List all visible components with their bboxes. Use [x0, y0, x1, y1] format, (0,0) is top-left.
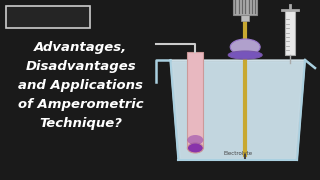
Ellipse shape: [230, 39, 260, 55]
Bar: [241, 15, 249, 21]
Ellipse shape: [187, 143, 203, 153]
Bar: [187, 52, 203, 148]
Text: Disadvantages: Disadvantages: [25, 60, 136, 73]
Bar: [233, 0, 257, 15]
FancyBboxPatch shape: [6, 6, 90, 28]
Text: of Amperometric: of Amperometric: [18, 98, 143, 111]
Bar: [285, 10, 295, 55]
Text: Electrolyte: Electrolyte: [223, 150, 252, 156]
Polygon shape: [172, 62, 303, 159]
Polygon shape: [170, 60, 305, 160]
Text: Polarography: Polarography: [16, 12, 80, 22]
Text: Technique?: Technique?: [39, 116, 122, 129]
Ellipse shape: [228, 51, 262, 59]
Text: and Applications: and Applications: [18, 78, 143, 91]
Ellipse shape: [187, 135, 203, 145]
Text: Advantages,: Advantages,: [34, 40, 127, 53]
